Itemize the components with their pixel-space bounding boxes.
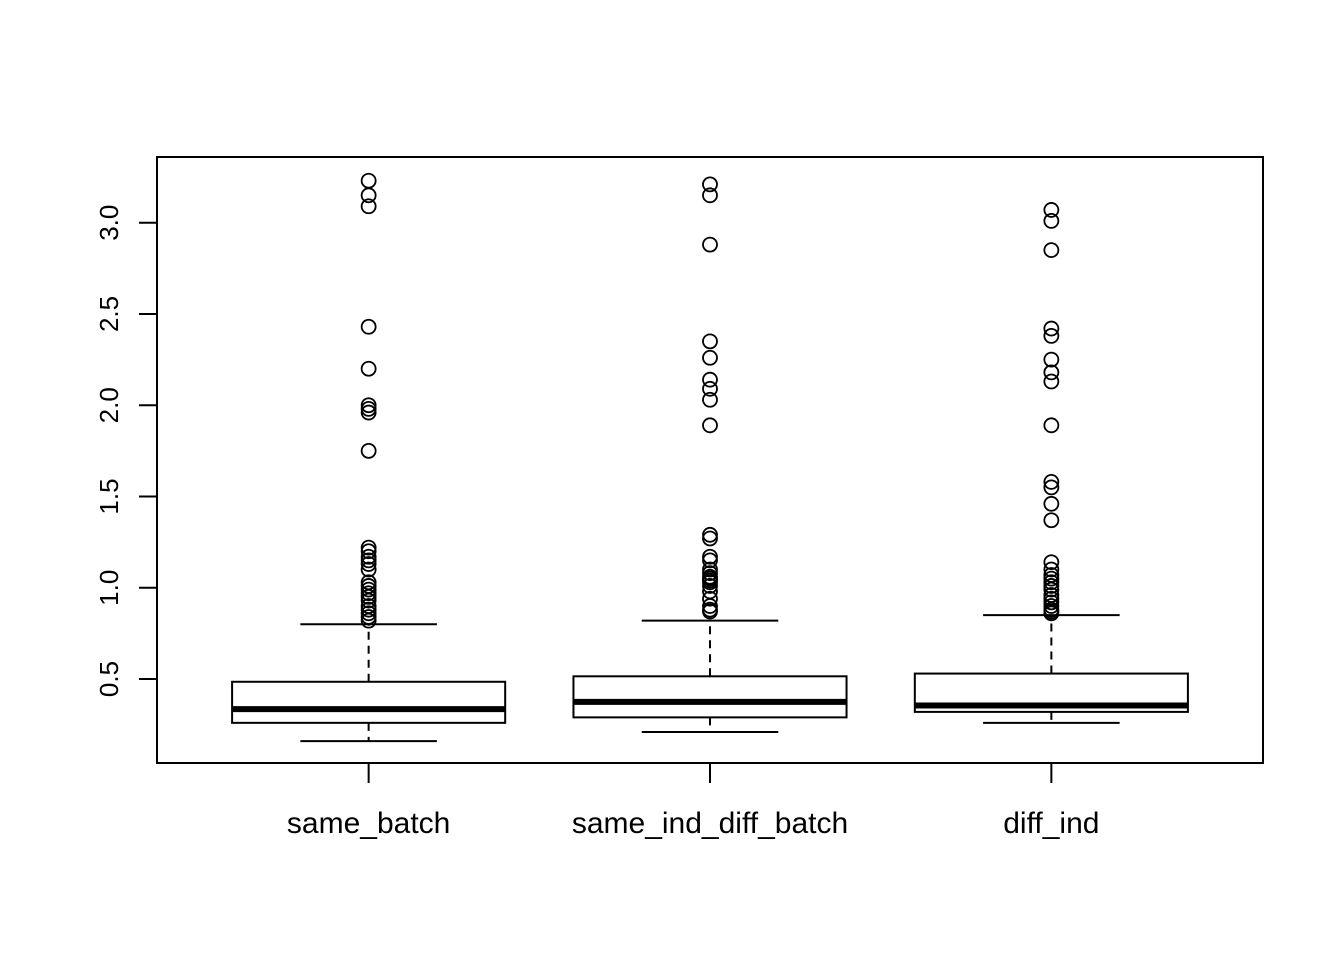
iqr-box (231, 680, 507, 724)
outlier-point (1043, 561, 1060, 578)
outlier-point (702, 187, 718, 204)
outlier-point (1043, 364, 1060, 381)
outlier-point (1043, 351, 1060, 368)
outlier-point (1043, 479, 1060, 496)
outlier-point (702, 236, 718, 253)
outlier-point (360, 187, 377, 204)
y-tick-label: 3.0 (94, 205, 124, 241)
outlier-point (702, 590, 718, 607)
x-category-label: same_batch (287, 807, 450, 840)
outlier-point (360, 172, 377, 189)
outlier-point (702, 380, 718, 397)
outlier-point (702, 333, 718, 350)
iqr-box (913, 672, 1189, 713)
outlier-point (702, 349, 718, 366)
outlier-point (1043, 242, 1060, 258)
outlier-point (360, 561, 377, 578)
outlier-point (1043, 512, 1060, 529)
boxes-layer (231, 172, 1189, 743)
outlier-point (1043, 373, 1060, 390)
outlier-point (1043, 605, 1060, 622)
y-tick-label: 2.0 (94, 387, 124, 423)
outlier-point (1043, 554, 1060, 571)
outlier-point (1043, 202, 1060, 218)
outlier-point (360, 318, 377, 335)
y-tick-label: 1.0 (94, 570, 124, 606)
box-group-diff_ind (913, 202, 1189, 724)
outlier-point (1043, 212, 1060, 229)
outlier-point (1043, 320, 1060, 337)
outlier-point (360, 404, 377, 421)
outlier-point (360, 592, 377, 609)
outlier-point (702, 371, 718, 388)
outlier-point (360, 198, 377, 215)
outlier-point (360, 556, 377, 572)
y-tick-label: 0.5 (94, 661, 124, 697)
outlier-point (702, 552, 718, 569)
outlier-point (1043, 495, 1060, 512)
outlier-point (702, 603, 718, 620)
outlier-point (1043, 581, 1060, 598)
x-axis: same_batch same_ind_diff_batch diff_ind (287, 763, 1099, 840)
outlier-point (702, 391, 718, 408)
outlier-point (1043, 327, 1060, 344)
outlier-point (360, 442, 377, 459)
outlier-point (702, 417, 718, 434)
box-group-same_batch (231, 172, 507, 743)
outlier-point (1043, 474, 1060, 490)
y-tick-label: 1.5 (94, 478, 124, 514)
outlier-point (702, 176, 718, 193)
outlier-point (360, 360, 377, 377)
y-axis: 0.5 1.0 1.5 2.0 2.5 3.0 (94, 205, 158, 697)
y-tick-label: 2.5 (94, 296, 124, 332)
outlier-point (702, 530, 718, 547)
outlier-point (360, 612, 377, 629)
outlier-point (1043, 417, 1060, 434)
outlier-point (702, 578, 718, 594)
x-category-label: diff_ind (1003, 807, 1099, 840)
outlier-point (360, 543, 377, 560)
x-category-label: same_ind_diff_batch (572, 807, 848, 840)
box-group-same_ind_diff_batch (572, 176, 848, 733)
iqr-box (572, 675, 848, 719)
